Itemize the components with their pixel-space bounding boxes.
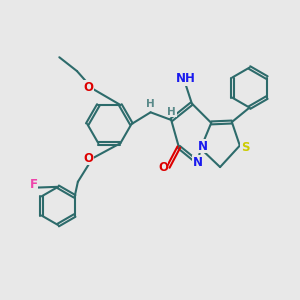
Text: F: F bbox=[30, 178, 38, 191]
Text: O: O bbox=[83, 81, 93, 94]
Text: N: N bbox=[198, 140, 208, 153]
Text: N: N bbox=[193, 156, 203, 169]
Text: H: H bbox=[167, 107, 176, 117]
Text: S: S bbox=[241, 141, 249, 154]
Text: NH: NH bbox=[176, 72, 196, 85]
Text: O: O bbox=[158, 160, 168, 174]
Text: H: H bbox=[146, 99, 154, 109]
Text: O: O bbox=[83, 152, 93, 165]
